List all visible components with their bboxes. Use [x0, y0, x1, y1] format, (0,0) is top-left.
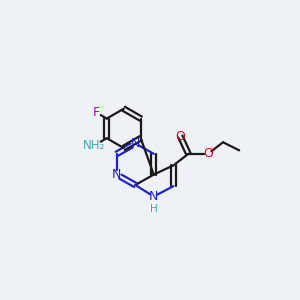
Text: H: H	[150, 204, 158, 214]
Text: N: N	[130, 137, 140, 150]
Text: N: N	[149, 190, 158, 203]
Text: F: F	[93, 106, 100, 119]
Text: N: N	[112, 168, 122, 181]
Text: NH₂: NH₂	[82, 139, 105, 152]
Text: O: O	[176, 130, 185, 143]
Text: O: O	[203, 147, 213, 160]
